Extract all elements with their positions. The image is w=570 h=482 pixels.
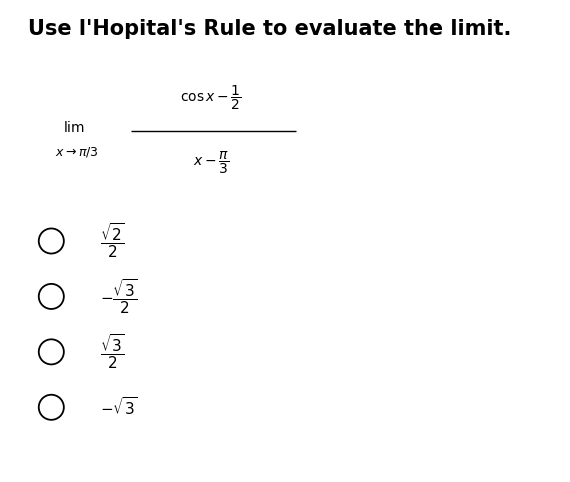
Text: $\mathrm{lim}$: $\mathrm{lim}$	[63, 120, 85, 135]
Text: $\dfrac{\sqrt{3}}{2}$: $\dfrac{\sqrt{3}}{2}$	[100, 333, 125, 371]
Text: $\dfrac{\sqrt{2}}{2}$: $\dfrac{\sqrt{2}}{2}$	[100, 222, 125, 260]
Text: Use l'Hopital's Rule to evaluate the limit.: Use l'Hopital's Rule to evaluate the lim…	[28, 19, 512, 39]
Text: $\cos x - \dfrac{1}{2}$: $\cos x - \dfrac{1}{2}$	[180, 83, 242, 111]
Text: $x - \dfrac{\pi}{3}$: $x - \dfrac{\pi}{3}$	[193, 149, 229, 175]
Text: $-\sqrt{3}$: $-\sqrt{3}$	[100, 396, 137, 418]
Text: $x \to \pi/3$: $x \to \pi/3$	[55, 145, 99, 159]
Text: $-\dfrac{\sqrt{3}}{2}$: $-\dfrac{\sqrt{3}}{2}$	[100, 277, 137, 316]
